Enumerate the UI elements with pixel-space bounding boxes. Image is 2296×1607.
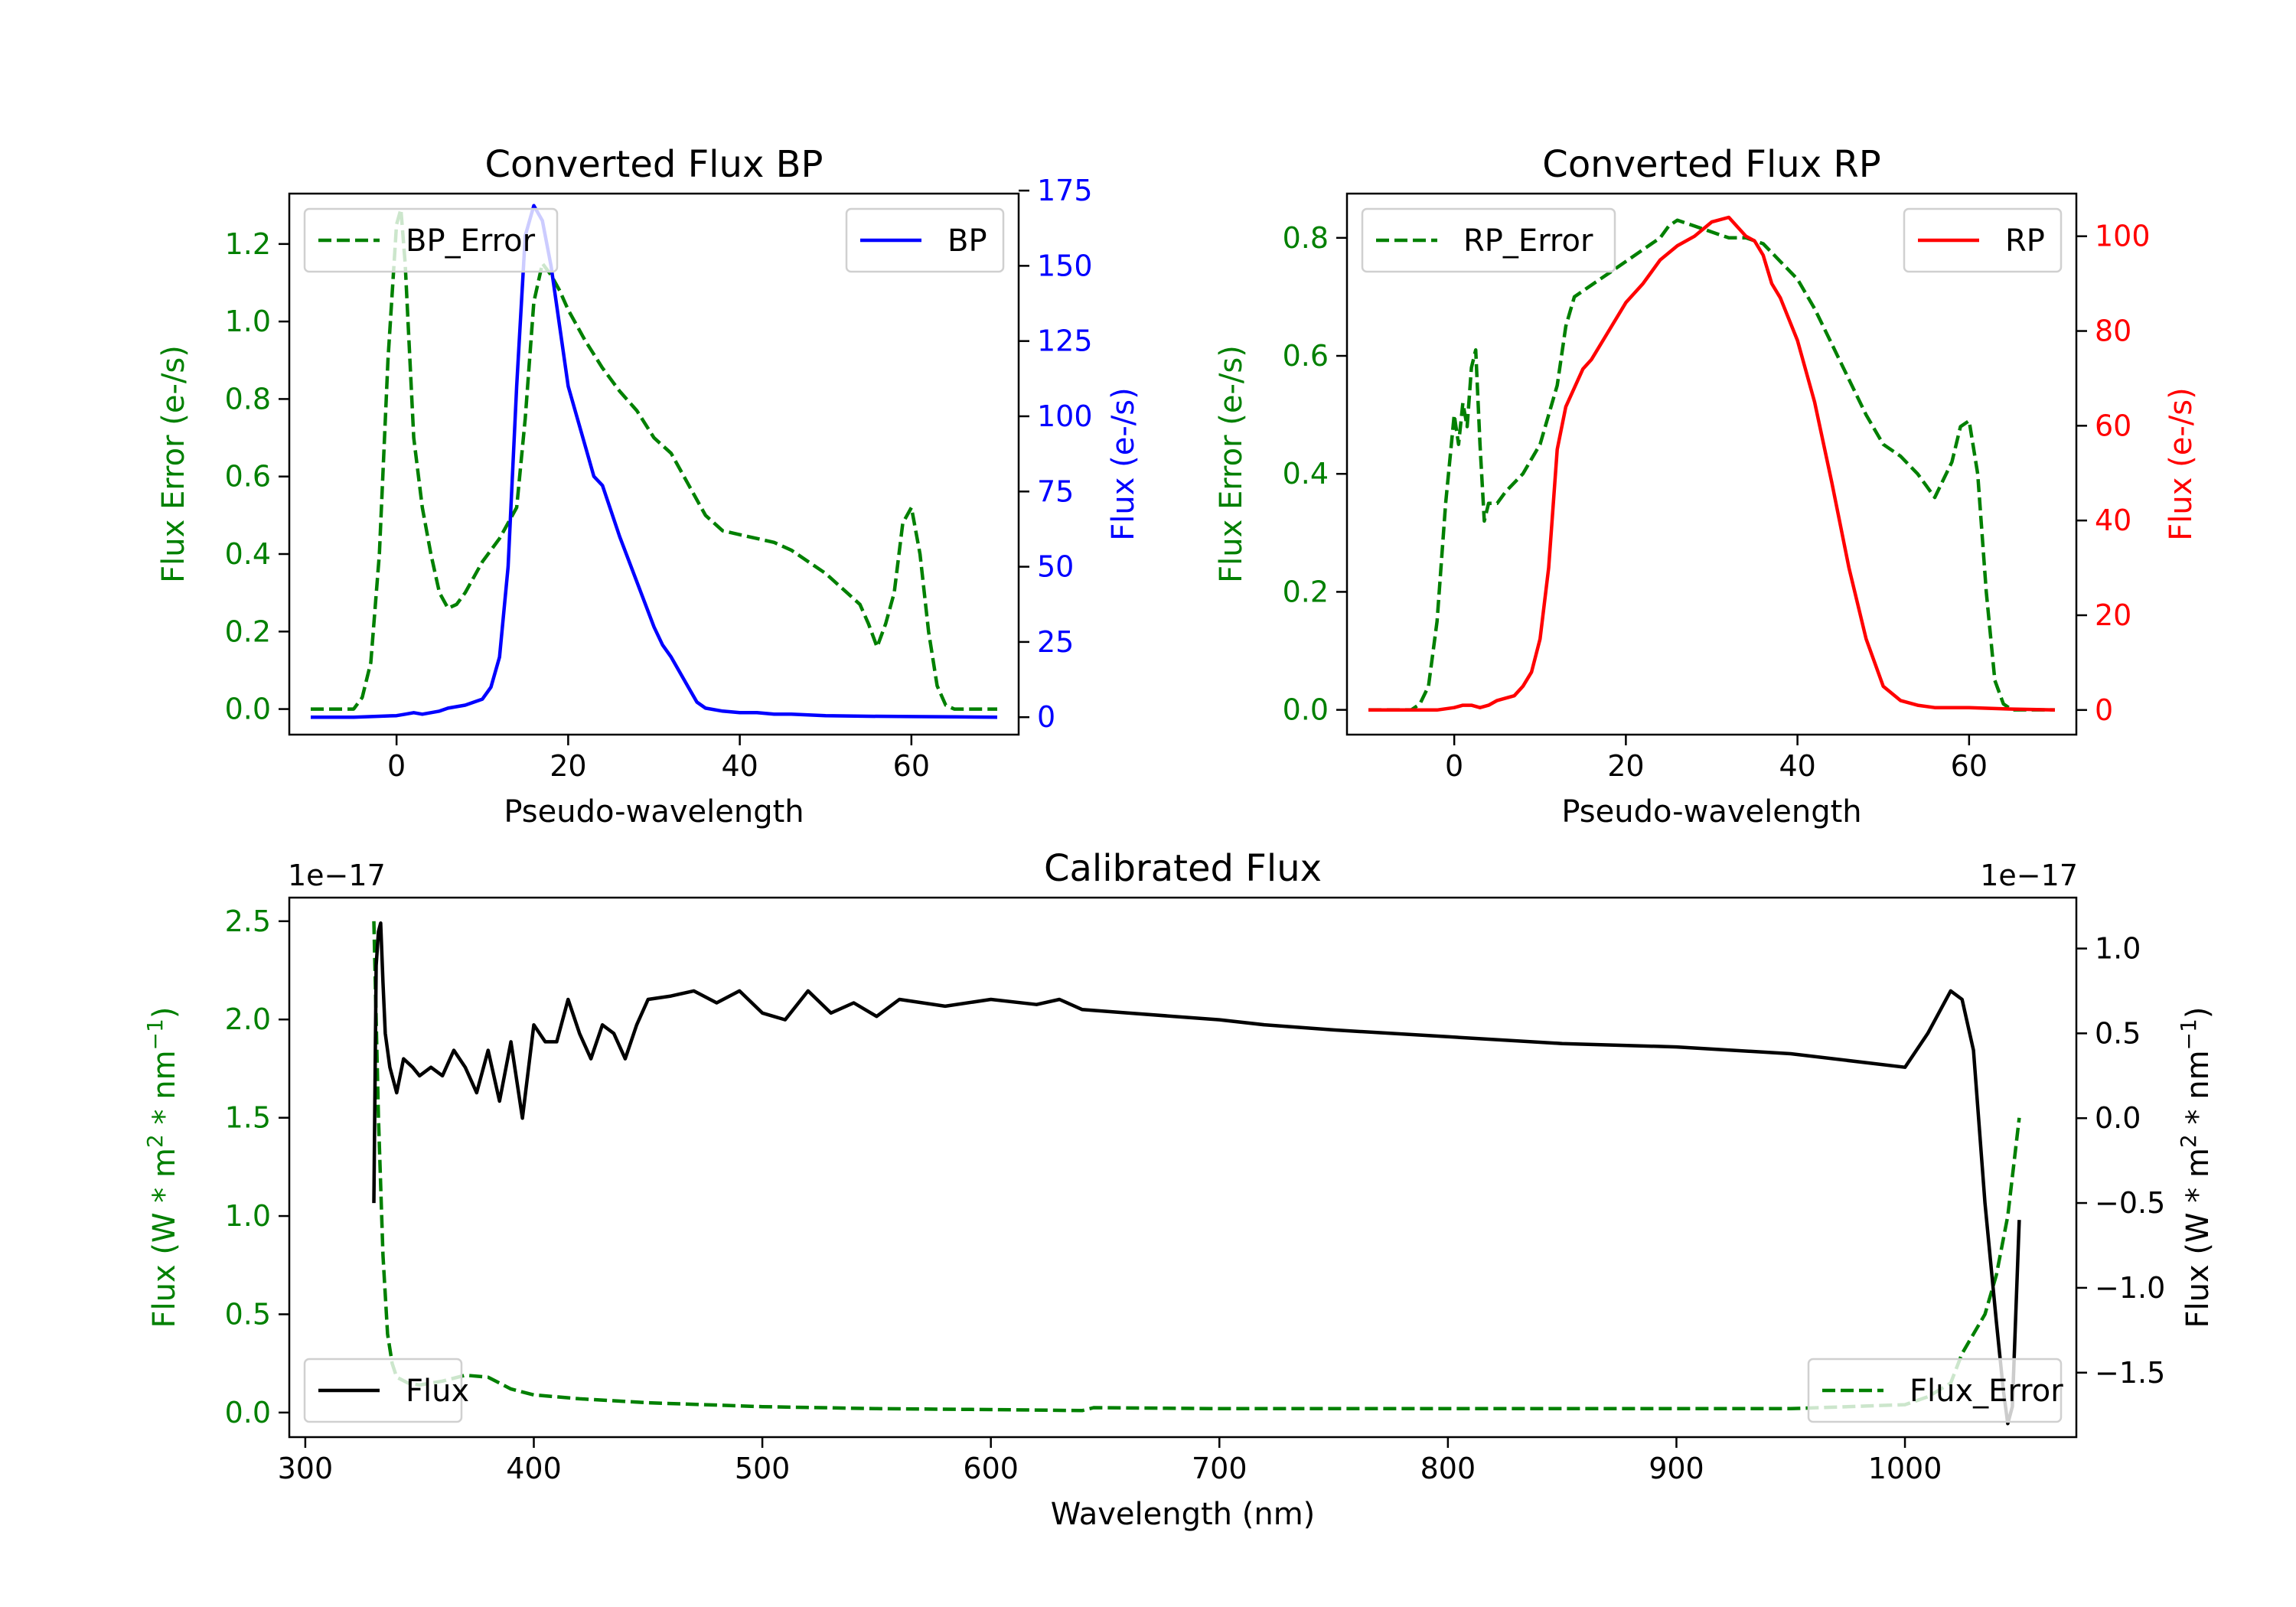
y-right-tick-label: 100	[1037, 399, 1093, 433]
legend-box	[1361, 207, 1616, 273]
y-right-tick-label: 1.0	[2095, 932, 2141, 966]
chart-title: Converted Flux BP	[485, 143, 823, 186]
y-left-axis-label: Flux (W * m2 * nm−1)	[142, 1007, 183, 1328]
x-tick-label: 40	[721, 749, 758, 783]
legend-box	[1903, 207, 2063, 273]
y-right-tick-label: 0	[1037, 700, 1055, 734]
x-tick-label: 40	[1779, 749, 1815, 783]
y-left-tick-label: 1.0	[225, 305, 271, 338]
y-right-offset-text: 1e−17	[1980, 859, 2078, 892]
plot-frame	[288, 896, 2078, 1439]
x-tick-label: 400	[506, 1452, 562, 1485]
x-tick-label: 1000	[1868, 1452, 1942, 1485]
y-left-tick-label: 0.8	[225, 382, 271, 416]
series-rp-error-line	[1368, 218, 2055, 712]
y-left-tick-label: 1.0	[225, 1199, 271, 1233]
chart-panel-2: 0 20 40 60 0.0 0.2 0.4 0.6 0.8 0 20 40 60 80 100 Conver…	[1214, 143, 2199, 830]
series-bp-line	[311, 204, 998, 719]
legend-bp: BP	[845, 207, 1005, 273]
legend-label: RP	[2005, 223, 2045, 259]
y-right-tick-label: 0	[2095, 693, 2113, 727]
y-left-tick-label: 0.2	[225, 614, 271, 648]
series-flux-line	[372, 921, 2021, 1426]
y-right-tick-label: 125	[1037, 324, 1093, 358]
y-right-tick-label: 50	[1037, 550, 1074, 584]
x-tick-label: 0	[1445, 749, 1463, 783]
chart-panel-3: 300 400 500 600 700 800 900 1000 0.0 0.5 1.0 1.5 2.0…	[142, 847, 2216, 1532]
x-tick-label: 900	[1649, 1452, 1704, 1485]
y-left-tick-label: 0.6	[225, 460, 271, 494]
x-axis-label: Pseudo-wavelength	[504, 794, 804, 830]
y-left-tick-label: 0.6	[1283, 339, 1329, 373]
legend-label: Flux	[406, 1374, 469, 1409]
legend-box	[845, 207, 1005, 273]
y-left-tick-label: 1.2	[225, 227, 271, 261]
y-right-axis-label: Flux (W * m2 * nm−1)	[2176, 1007, 2216, 1328]
x-tick-label: 20	[550, 749, 586, 783]
y-left-tick-label: 0.0	[225, 1396, 271, 1429]
plot-frame	[288, 192, 1020, 736]
x-tick-label: 600	[963, 1452, 1019, 1485]
x-tick-label: 20	[1607, 749, 1644, 783]
y-left-axis-label: Flux Error (e-/s)	[1214, 345, 1249, 583]
legend-label: BP_Error	[406, 223, 536, 259]
y-right-tick-label: 40	[2095, 504, 2131, 537]
chart-title: Converted Flux RP	[1542, 143, 1880, 186]
y-right-axis-label: Flux (e-/s)	[2164, 387, 2199, 540]
legend-flux-error: Flux_Error	[1807, 1358, 2063, 1423]
series-rp-line	[1368, 215, 2056, 712]
series-flux-error-line	[372, 921, 2021, 1413]
legend-box	[303, 1358, 463, 1423]
x-tick-label: 800	[1420, 1452, 1476, 1485]
y-right-tick-label: 25	[1037, 625, 1074, 659]
y-left-tick-label: 0.5	[225, 1297, 271, 1331]
chart-title: Calibrated Flux	[1044, 847, 1322, 890]
y-left-tick-label: 0.0	[225, 693, 271, 726]
y-right-tick-label: 80	[2095, 315, 2131, 348]
x-tick-label: 60	[1951, 749, 1988, 783]
y-left-offset-text: 1e−17	[288, 859, 386, 892]
y-left-tick-label: 0.0	[1283, 693, 1329, 727]
y-right-tick-label: 150	[1037, 249, 1093, 282]
y-right-tick-label: −1.0	[2095, 1271, 2165, 1305]
legend-box	[1807, 1358, 2063, 1423]
y-right-tick-label: −1.5	[2095, 1356, 2165, 1390]
x-axis-label: Pseudo-wavelength	[1561, 794, 1861, 830]
legend-rp: RP	[1903, 207, 2063, 273]
x-tick-label: 0	[387, 749, 406, 783]
y-left-tick-label: 0.2	[1283, 575, 1329, 608]
x-tick-label: 60	[893, 749, 930, 783]
x-axis-label: Wavelength (nm)	[1051, 1497, 1316, 1532]
y-left-tick-label: 0.4	[1283, 457, 1329, 491]
legend-bp-error: BP_Error	[303, 207, 559, 273]
x-tick-label: 700	[1192, 1452, 1247, 1485]
y-right-axis-label: Flux (e-/s)	[1106, 387, 1141, 540]
legend-box	[303, 207, 559, 273]
legend-label: RP_Error	[1463, 223, 1593, 259]
x-tick-label: 500	[735, 1452, 791, 1485]
y-right-tick-label: 100	[2095, 220, 2151, 253]
legend-label: Flux_Error	[1910, 1374, 2063, 1409]
y-left-tick-label: 0.4	[225, 537, 271, 571]
y-right-tick-label: −0.5	[2095, 1186, 2165, 1220]
y-right-tick-label: 60	[2095, 409, 2131, 442]
series-bp-error-line	[311, 207, 997, 711]
y-left-tick-label: 0.8	[1283, 221, 1329, 255]
legend-flux: Flux	[303, 1358, 469, 1423]
y-right-tick-label: 20	[2095, 598, 2131, 632]
y-left-tick-label: 2.5	[225, 905, 271, 938]
y-right-tick-label: 175	[1037, 174, 1093, 207]
y-left-tick-label: 2.0	[225, 1002, 271, 1036]
y-left-tick-label: 1.5	[225, 1101, 271, 1135]
legend-rp-error: RP_Error	[1361, 207, 1616, 273]
y-right-tick-label: 0.5	[2095, 1016, 2141, 1050]
y-right-tick-label: 75	[1037, 474, 1074, 508]
chart-panel-1: 0 20 40 60 0.0 0.2 0.4 0.6 0.8 1.0 1.2 0 25 50 75 100 12…	[156, 143, 1141, 830]
y-left-axis-label: Flux Error (e-/s)	[156, 345, 191, 583]
x-tick-label: 300	[278, 1452, 334, 1485]
legend-label: BP	[947, 223, 987, 259]
y-right-tick-label: 0.0	[2095, 1101, 2141, 1135]
plot-frame	[1345, 192, 2078, 736]
